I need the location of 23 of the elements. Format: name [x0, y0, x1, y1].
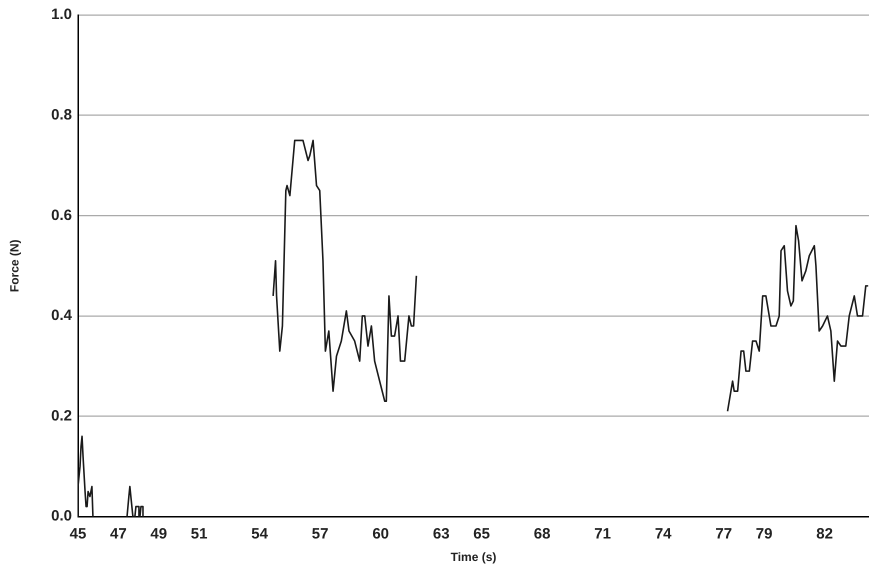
x-axis-title: Time (s) — [450, 550, 496, 564]
x-tick-label: 54 — [251, 526, 269, 543]
x-tick-label: 65 — [473, 526, 490, 543]
x-tick-label: 45 — [70, 526, 86, 543]
y-tick-label: 0.4 — [51, 307, 73, 324]
x-tick-label: 74 — [654, 526, 672, 543]
y-tick-label: 0.2 — [51, 407, 72, 424]
x-tick-label: 71 — [594, 526, 611, 543]
x-tick-label: 51 — [190, 526, 208, 543]
x-tick-label: 79 — [756, 526, 772, 543]
x-tick-label: 49 — [150, 526, 168, 543]
x-tick-label: 77 — [715, 526, 732, 543]
x-tick-label: 57 — [312, 526, 328, 543]
x-tick-label: 60 — [372, 526, 390, 543]
y-tick-label: 1.0 — [51, 6, 72, 24]
y-axis-title: Force (N) — [8, 239, 22, 292]
y-tick-label: 0.6 — [51, 206, 72, 224]
y-tick-label: 0.0 — [51, 508, 72, 525]
y-tick-label: 0.8 — [51, 106, 72, 124]
x-tick-label: 68 — [534, 526, 550, 543]
x-tick-label: 47 — [110, 526, 127, 543]
x-tick-label: 63 — [432, 526, 450, 543]
x-tick-label: 82 — [816, 526, 833, 543]
